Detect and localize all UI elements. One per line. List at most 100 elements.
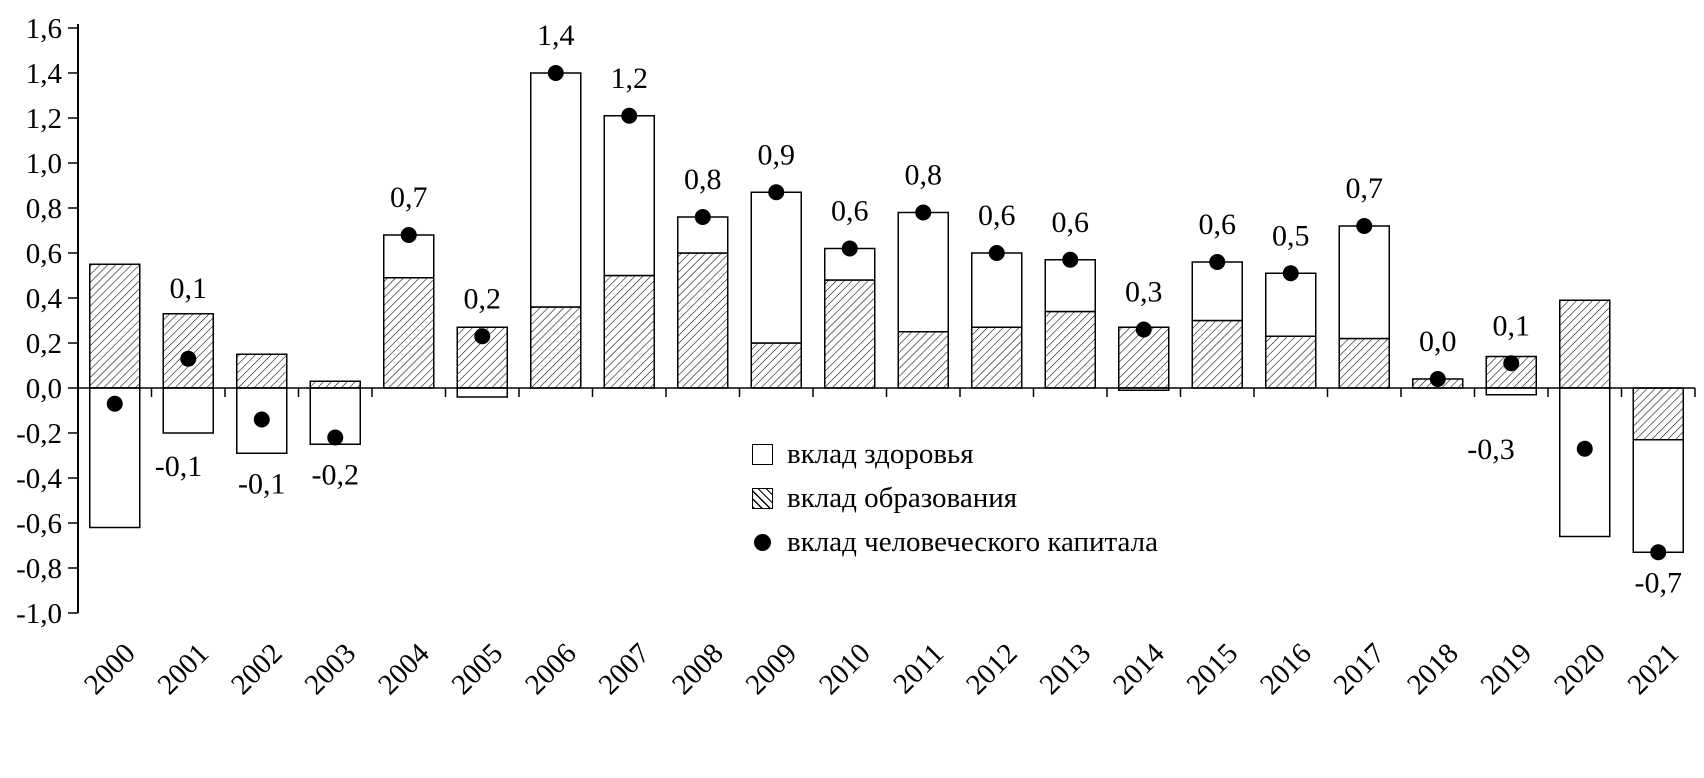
data-label: 0,1 [170,272,208,305]
human-capital-dot [1356,218,1373,234]
data-label: 0,1 [1493,309,1531,342]
human-capital-dot [988,245,1005,261]
education-bar-segment [1632,387,1684,441]
x-axis-year-label: 2000 [78,637,142,701]
data-label: 0,8 [684,163,722,196]
health-bar-segment [456,387,508,398]
health-bar-segment [1265,272,1317,337]
data-label: 1,4 [537,19,575,52]
x-axis-year-label: 2021 [1622,637,1686,701]
human-capital-dot [547,65,564,81]
education-bar-segment [897,331,949,389]
human-capital-dot [1135,321,1152,338]
education-bar-segment [824,279,876,389]
human-capital-dot [1429,371,1446,387]
data-label: 0,0 [1419,325,1457,358]
data-label: 0,6 [978,199,1016,232]
human-capital-dot [1062,251,1079,268]
y-axis-tick-label: 1,2 [26,103,62,135]
human-capital-dot [1282,265,1299,282]
x-axis-year-label: 2005 [446,637,510,701]
x-axis-year-label: 2010 [813,637,877,701]
human-capital-dot [1209,254,1226,270]
education-bar-segment [1191,319,1243,389]
data-label: -0,2 [312,458,360,491]
y-axis-tick-label: -0,6 [16,508,62,540]
education-bar-segment [677,252,729,389]
data-label: 0,9 [758,138,796,171]
legend-label-human-capital: вклад человеческого капитала [787,526,1158,558]
education-bar-segment [1265,335,1317,389]
health-bar-segment [750,191,802,344]
human-capital-dot [915,204,932,221]
x-axis-year-label: 2007 [593,637,657,701]
education-bar-segment [603,274,655,389]
human-capital-dot [841,240,858,257]
human-capital-dot-swatch [754,534,771,551]
human-capital-dot [1503,355,1520,372]
human-capital-dot [621,107,638,124]
x-axis-year-label: 2015 [1181,637,1245,701]
y-axis-tick-label: -0,4 [16,463,62,495]
x-axis-year-label: 2001 [152,637,216,701]
x-axis-year-label: 2013 [1034,637,1098,701]
legend-label-health: вклад здоровья [787,438,974,470]
human-capital-dot [1650,544,1667,561]
health-bar-segment [383,234,435,279]
data-label: -0,7 [1635,566,1683,599]
legend-item-human-capital: вклад человеческого капитала [752,528,1158,557]
health-bar-segment [1044,259,1096,313]
education-bar-segment [1338,337,1390,389]
human-capital-dot [400,227,417,243]
education-bar-segment [530,306,582,389]
x-axis-year-label: 2019 [1475,637,1539,701]
education-bar-segment [236,353,288,389]
data-label: 0,6 [831,195,869,228]
health-bar-segment [1632,439,1684,553]
x-axis-year-label: 2008 [666,637,730,701]
data-label: 0,7 [1346,172,1384,205]
data-label: -0,1 [238,467,286,500]
data-label: 0,8 [905,159,943,192]
y-axis-tick-label: 1,6 [26,13,62,45]
y-axis-tick-label: 1,0 [26,148,62,180]
chart-legend: вклад здоровья вклад образования вклад ч… [752,440,1158,557]
data-label: -0,1 [155,450,203,483]
y-axis-tick-label: 0,8 [26,193,62,225]
health-bar-segment [1485,387,1537,396]
human-capital-dot [180,350,197,367]
data-label: 0,6 [1052,206,1090,239]
x-axis-year-label: 2009 [740,637,804,701]
y-axis-tick-label: 0,6 [26,238,62,270]
x-axis-year-label: 2002 [225,637,289,701]
education-bar-segment [309,380,361,389]
data-label: 0,7 [390,181,428,214]
education-bar-segment [971,326,1023,389]
legend-item-education: вклад образования [752,484,1158,513]
x-axis-year-label: 2003 [299,637,363,701]
x-axis-year-label: 2016 [1254,637,1318,701]
data-label: -0,3 [1467,433,1515,466]
education-bar-segment [1044,310,1096,389]
health-bar-segment [897,211,949,333]
data-label: 1,2 [611,62,649,95]
health-bar-segment [603,115,655,277]
x-axis-year-label: 2018 [1401,637,1465,701]
x-axis-year-label: 2020 [1548,637,1612,701]
y-axis-tick-label: -1,0 [16,598,62,630]
health-bar-segment [1338,225,1390,340]
legend-label-education: вклад образования [787,482,1018,514]
health-bar-segment [530,72,582,308]
x-axis-year-label: 2006 [519,637,583,701]
health-bar-segment [971,252,1023,328]
education-bar-segment [89,263,141,389]
y-axis-tick-label: 0,2 [26,328,62,360]
human-capital-dot [327,429,344,446]
y-axis-tick-label: 1,4 [26,58,63,90]
human-capital-dot [1576,440,1593,457]
human-capital-dot [474,328,491,345]
x-axis-year-label: 2011 [887,637,950,700]
legend-item-health: вклад здоровья [752,440,1158,469]
